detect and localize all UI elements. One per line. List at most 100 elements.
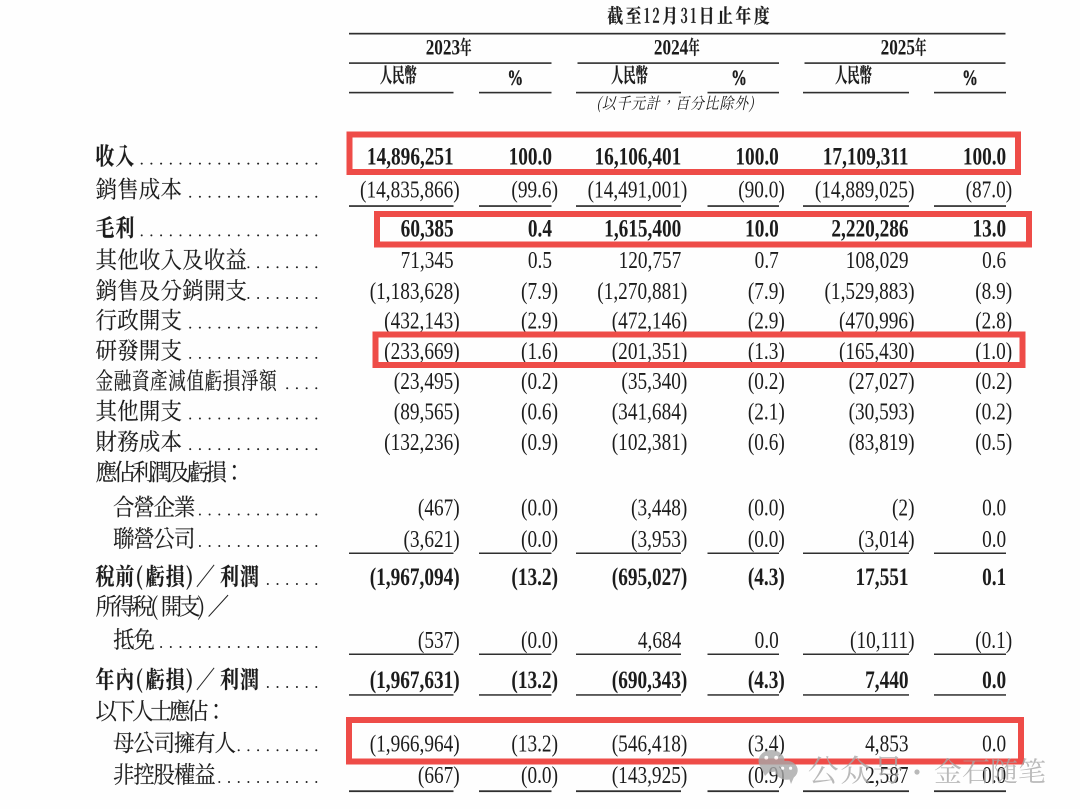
svg-text:(3,448): (3,448): [631, 493, 687, 521]
svg-text:14,896,251: 14,896,251: [367, 142, 454, 170]
svg-text:(14,835,866): (14,835,866): [360, 175, 460, 203]
svg-text:(90.0): (90.0): [738, 175, 785, 203]
svg-text:100.0: 100.0: [963, 142, 1006, 170]
svg-text:(0.2): (0.2): [975, 367, 1012, 395]
svg-text:(537): (537): [418, 626, 460, 654]
svg-text:%: %: [731, 67, 747, 91]
svg-text:0.0: 0.0: [982, 493, 1006, 521]
svg-text:(695,027): (695,027): [612, 562, 688, 590]
svg-text:0.0: 0.0: [982, 525, 1006, 553]
svg-text:(13.2): (13.2): [511, 562, 558, 590]
svg-text:(2.1): (2.1): [748, 397, 785, 425]
svg-text:(472,146): (472,146): [612, 306, 688, 334]
svg-text:(99.6): (99.6): [511, 175, 558, 203]
svg-text:(14,491,001): (14,491,001): [588, 175, 688, 203]
svg-text:(10,111): (10,111): [850, 626, 914, 654]
svg-text:108,029: 108,029: [846, 246, 909, 274]
svg-text:(470,996): (470,996): [839, 306, 915, 334]
svg-text:%: %: [507, 67, 523, 91]
svg-text:0.5: 0.5: [528, 246, 552, 274]
svg-text:(1,529,883): (1,529,883): [824, 277, 914, 305]
svg-text:(0.0): (0.0): [521, 761, 558, 789]
svg-text:(0.2): (0.2): [748, 367, 785, 395]
svg-text:(4.3): (4.3): [748, 665, 785, 693]
svg-text:(233,669): (233,669): [384, 337, 460, 365]
svg-text:(341,684): (341,684): [612, 397, 688, 425]
svg-text:4,853: 4,853: [865, 729, 908, 757]
svg-text:(7.9): (7.9): [748, 277, 785, 305]
svg-text:(0.2): (0.2): [975, 397, 1012, 425]
svg-text:100.0: 100.0: [735, 142, 778, 170]
svg-text:(143,925): (143,925): [612, 761, 688, 789]
svg-text:(3,953): (3,953): [631, 525, 687, 553]
svg-text:(667): (667): [418, 761, 460, 789]
svg-text:(89,565): (89,565): [394, 397, 460, 425]
svg-text:(0.0): (0.0): [521, 493, 558, 521]
svg-text:(30,593): (30,593): [849, 397, 915, 425]
svg-text:71,345: 71,345: [401, 246, 454, 274]
svg-text:0.0: 0.0: [755, 626, 779, 654]
svg-text:1,615,400: 1,615,400: [604, 214, 681, 242]
svg-text:10.0: 10.0: [745, 214, 779, 242]
svg-text:(83,819): (83,819): [849, 428, 915, 456]
svg-text:(0.0): (0.0): [521, 525, 558, 553]
svg-text:60,385: 60,385: [401, 214, 454, 242]
svg-text:2023: 2023: [426, 37, 461, 60]
svg-text:(0.9): (0.9): [521, 428, 558, 456]
svg-text:(0.0): (0.0): [521, 626, 558, 654]
svg-text:(1,967,094): (1,967,094): [370, 562, 460, 590]
svg-text:(1,966,964): (1,966,964): [370, 729, 460, 757]
svg-text:(1.6): (1.6): [521, 337, 558, 365]
svg-text:(7.9): (7.9): [521, 277, 558, 305]
svg-text:(27,027): (27,027): [849, 367, 915, 395]
svg-text:(4.3): (4.3): [748, 562, 785, 590]
svg-text:(0.0): (0.0): [748, 493, 785, 521]
svg-text:2024: 2024: [654, 37, 689, 60]
svg-text:(1.0): (1.0): [975, 337, 1012, 365]
svg-text:120,757: 120,757: [619, 246, 682, 274]
svg-text:100.0: 100.0: [509, 142, 552, 170]
svg-text:(165,430): (165,430): [839, 337, 915, 365]
svg-text:7,440: 7,440: [865, 665, 908, 693]
svg-text:17,109,311: 17,109,311: [823, 142, 909, 170]
svg-text:0.4: 0.4: [528, 214, 552, 242]
svg-text:(690,343): (690,343): [612, 665, 688, 693]
svg-text:(0.6): (0.6): [521, 397, 558, 425]
svg-text:(2.9): (2.9): [748, 306, 785, 334]
svg-text:(1,967,631): (1,967,631): [370, 665, 460, 693]
svg-text:(0.2): (0.2): [521, 367, 558, 395]
svg-text:0.0: 0.0: [982, 729, 1006, 757]
svg-text:17,551: 17,551: [855, 562, 908, 590]
svg-text:(102,381): (102,381): [612, 428, 688, 456]
svg-text:(13.2): (13.2): [511, 665, 558, 693]
svg-text:(0.5): (0.5): [975, 428, 1012, 456]
svg-text:(8.9): (8.9): [975, 277, 1012, 305]
svg-text:(35,340): (35,340): [621, 367, 687, 395]
svg-text:(467): (467): [418, 493, 460, 521]
svg-text:%: %: [962, 67, 978, 91]
svg-text:(1.3): (1.3): [748, 337, 785, 365]
svg-text:(3,621): (3,621): [403, 525, 459, 553]
svg-text:(2): (2): [892, 493, 915, 521]
svg-text:0.7: 0.7: [755, 246, 779, 274]
svg-text:(1,183,628): (1,183,628): [370, 277, 460, 305]
svg-text:(201,351): (201,351): [612, 337, 688, 365]
svg-text:(87.0): (87.0): [966, 175, 1013, 203]
svg-text:(1,270,881): (1,270,881): [597, 277, 687, 305]
svg-text:(14,889,025): (14,889,025): [815, 175, 915, 203]
svg-text:(13.2): (13.2): [511, 729, 558, 757]
svg-text:(0.0): (0.0): [748, 525, 785, 553]
svg-text:(546,418): (546,418): [612, 729, 688, 757]
svg-text:2025: 2025: [881, 37, 916, 60]
svg-text:(3,014): (3,014): [858, 525, 914, 553]
svg-text:(23,495): (23,495): [394, 367, 460, 395]
svg-text:0.0: 0.0: [982, 665, 1006, 693]
svg-text:(432,143): (432,143): [384, 306, 460, 334]
svg-text:(2.8): (2.8): [975, 306, 1012, 334]
svg-text:13.0: 13.0: [972, 214, 1006, 242]
svg-text:(132,236): (132,236): [384, 428, 460, 456]
svg-text:2,220,286: 2,220,286: [831, 214, 908, 242]
svg-text:(0.1): (0.1): [975, 626, 1012, 654]
svg-text:0.6: 0.6: [982, 246, 1006, 274]
svg-text:(2.9): (2.9): [521, 306, 558, 334]
